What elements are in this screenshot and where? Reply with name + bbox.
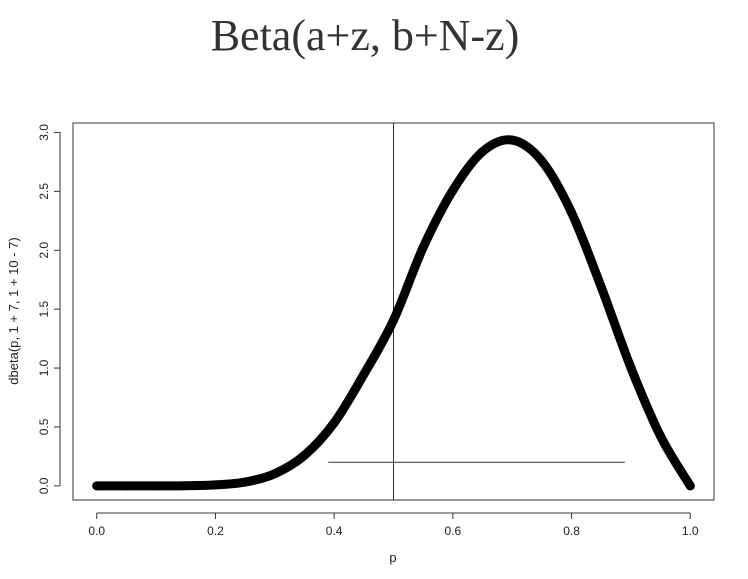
y-axis-label: dbeta(p, 1 + 7, 1 + 10 - 7): [6, 237, 21, 384]
x-tick-label: 0.6: [445, 524, 462, 538]
density-point: [299, 450, 309, 460]
density-point: [685, 481, 695, 491]
density-point: [478, 147, 488, 157]
density-point: [626, 363, 636, 373]
y-tick-label: 0.5: [37, 418, 51, 435]
y-tick-label: 3.0: [37, 124, 51, 141]
density-point: [656, 431, 666, 441]
density-point: [329, 418, 339, 428]
density-point: [596, 282, 606, 292]
y-tick-label: 1.0: [37, 359, 51, 376]
y-axis: 0.0 0.5 1.0 1.5 2.0 2.5 3.0: [37, 124, 61, 494]
y-tick-label: 2.5: [37, 183, 51, 200]
density-point: [567, 208, 577, 218]
density-point: [181, 481, 191, 491]
density-point: [240, 477, 250, 487]
density-point: [537, 156, 547, 166]
y-tick-label: 0.0: [37, 477, 51, 494]
x-axis: 0.0 0.2 0.4 0.6 0.8 1.0: [88, 512, 699, 538]
density-point: [359, 369, 369, 379]
density-point: [121, 481, 131, 491]
x-tick-label: 1.0: [682, 524, 699, 538]
x-tick-label: 0.4: [326, 524, 343, 538]
y-tick-label: 2.0: [37, 242, 51, 259]
density-point: [418, 242, 428, 252]
series-layer: [92, 135, 695, 491]
x-tick-label: 0.8: [563, 524, 580, 538]
y-tick-label: 1.5: [37, 300, 51, 317]
annotations: [328, 123, 625, 500]
x-tick-label: 0.0: [88, 524, 105, 538]
density-point: [151, 481, 161, 491]
density-point: [210, 480, 220, 490]
density-point: [389, 315, 398, 325]
chart-title: Beta(a+z, b+N-z): [211, 11, 520, 60]
density-point: [270, 469, 280, 479]
density-point: [448, 185, 458, 195]
density-point: [507, 135, 517, 145]
x-axis-label: p: [389, 550, 396, 565]
density-point: [92, 481, 102, 491]
x-tick-label: 0.2: [207, 524, 224, 538]
